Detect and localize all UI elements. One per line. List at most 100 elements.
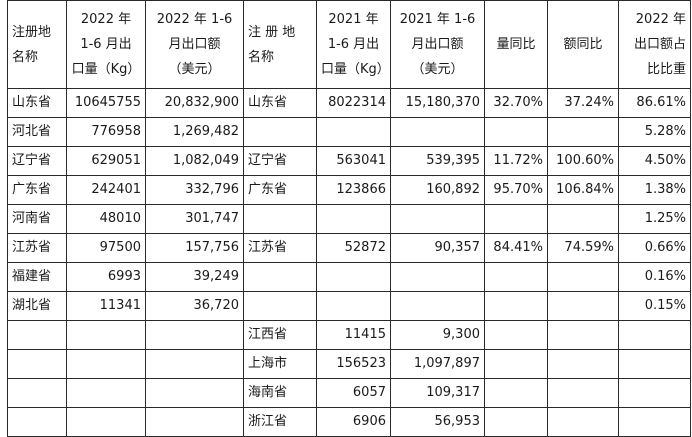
cell-value-yoy — [547, 349, 619, 379]
cell-region-2021: 上海市 — [243, 349, 317, 379]
cell-volume-yoy — [484, 262, 548, 292]
cell-region-2022 — [7, 320, 67, 350]
cell-volume-yoy — [484, 291, 548, 321]
header-line: 口量（Kg） — [71, 62, 141, 77]
cell-value-yoy — [547, 378, 619, 408]
cell-share-2022: 0.66% — [618, 233, 691, 263]
cell-share-2022: 1.25% — [618, 204, 691, 234]
header-line: 2022 年 — [80, 12, 132, 27]
table-body: 山东省 10645755 20,832,900 山东省 8022314 15,180,37… — [7, 88, 691, 437]
cell-share-2022 — [618, 407, 691, 437]
header-line: 量同比 — [496, 37, 536, 52]
cell-volume-2022: 11341 — [66, 291, 146, 321]
header-line: 1-6 月出 — [327, 37, 380, 52]
cell-volume-2021: 6057 — [316, 378, 391, 408]
cell-volume-2022 — [66, 320, 146, 350]
cell-region-2022: 湖北省 — [7, 291, 67, 321]
cell-region-2022 — [7, 378, 67, 408]
cell-region-2021: 山东省 — [243, 88, 317, 118]
cell-region-2022 — [7, 349, 67, 379]
header-cell-share-2022: 2022 年 出口额占 比比重 — [618, 0, 691, 89]
cell-volume-2021: 52872 — [316, 233, 391, 263]
header-line: 名称 — [12, 49, 39, 65]
cell-volume-2022 — [66, 349, 146, 379]
cell-value-2021: 109,317 — [390, 378, 485, 408]
cell-value-2022: 1,082,049 — [145, 146, 244, 176]
cell-value-2021: 1,097,897 — [390, 349, 485, 379]
cell-value-yoy — [547, 407, 619, 437]
cell-share-2022 — [618, 378, 691, 408]
cell-share-2022: 86.61% — [618, 88, 691, 118]
cell-volume-yoy: 84.41% — [484, 233, 548, 263]
cell-region-2022: 河北省 — [7, 117, 67, 147]
header-cell-value-2021: 2021 年 1-6 月出口额 （美元） — [390, 0, 485, 89]
header-row: 注册地 名称 2022 年 1-6 月出 口量（Kg） 2022 年 1-6 月… — [7, 0, 691, 89]
header-cell-region-2022: 注册地 名称 — [7, 0, 67, 89]
cell-volume-2022: 10645755 — [66, 88, 146, 118]
header-line: 2022 年 — [635, 12, 686, 27]
cell-volume-yoy — [484, 320, 548, 350]
table-row: 江苏省 97500 157,756 江苏省 52872 90,357 84.41% 74.59… — [7, 233, 691, 263]
cell-value-yoy: 74.59% — [547, 233, 619, 263]
cell-value-yoy — [547, 262, 619, 292]
cell-region-2021 — [243, 117, 317, 147]
cell-region-2022: 辽宁省 — [7, 146, 67, 176]
cell-value-2022: 157,756 — [145, 233, 244, 263]
cell-region-2022: 河南省 — [7, 204, 67, 234]
header-line: （美元） — [411, 62, 464, 77]
cell-volume-2021: 156523 — [316, 349, 391, 379]
cell-region-2021: 江西省 — [243, 320, 317, 350]
cell-region-2022: 山东省 — [7, 88, 67, 118]
cell-value-2022: 36,720 — [145, 291, 244, 321]
cell-region-2021: 广东省 — [243, 175, 317, 205]
cell-value-2022: 301,747 — [145, 204, 244, 234]
cell-volume-yoy — [484, 349, 548, 379]
cell-value-2022 — [145, 349, 244, 379]
header-line: 口量（Kg） — [321, 62, 390, 77]
header-line: 注 册 地 — [248, 24, 296, 40]
cell-region-2021 — [243, 291, 317, 321]
header-line: 2022 年 1-6 — [156, 12, 233, 27]
cell-value-2022: 20,832,900 — [145, 88, 244, 118]
cell-volume-2021 — [316, 291, 391, 321]
header-line: 比比重 — [646, 62, 686, 77]
cell-volume-2021 — [316, 204, 391, 234]
cell-region-2021 — [243, 204, 317, 234]
cell-region-2022: 广东省 — [7, 175, 67, 205]
cell-value-2022: 332,796 — [145, 175, 244, 205]
cell-value-2021: 539,395 — [390, 146, 485, 176]
cell-region-2021: 江苏省 — [243, 233, 317, 263]
cell-value-yoy — [547, 204, 619, 234]
cell-region-2022 — [7, 407, 67, 437]
cell-volume-yoy: 32.70% — [484, 88, 548, 118]
header-line: 月出口额 — [411, 37, 464, 52]
table-row: 上海市 156523 1,097,897 — [7, 349, 691, 379]
cell-value-yoy: 100.60% — [547, 146, 619, 176]
cell-volume-2021: 6906 — [316, 407, 391, 437]
cell-volume-yoy — [484, 407, 548, 437]
cell-share-2022 — [618, 320, 691, 350]
cell-value-yoy — [547, 320, 619, 350]
export-data-table: 注册地 名称 2022 年 1-6 月出 口量（Kg） 2022 年 1-6 月… — [7, 0, 691, 437]
header-line: 注册地 — [12, 24, 52, 40]
cell-value-2021: 56,953 — [390, 407, 485, 437]
cell-volume-2021 — [316, 117, 391, 147]
cell-volume-yoy: 95.70% — [484, 175, 548, 205]
cell-value-2022: 39,249 — [145, 262, 244, 292]
cell-region-2021: 浙江省 — [243, 407, 317, 437]
table-row: 江西省 11415 9,300 — [7, 320, 691, 350]
cell-volume-2022: 242401 — [66, 175, 146, 205]
header-cell-volume-2022: 2022 年 1-6 月出 口量（Kg） — [66, 0, 146, 89]
table-row: 海南省 6057 109,317 — [7, 378, 691, 408]
cell-region-2021 — [243, 262, 317, 292]
cell-volume-yoy — [484, 117, 548, 147]
header-line: 出口额占 — [633, 37, 686, 52]
cell-share-2022: 5.28% — [618, 117, 691, 147]
header-cell-volume-yoy: 量同比 — [484, 0, 548, 89]
cell-volume-2022 — [66, 407, 146, 437]
header-cell-region-2021: 注 册 地 名称 — [243, 0, 317, 89]
header-line: 2021 年 1-6 — [399, 12, 476, 27]
cell-value-2022: 1,269,482 — [145, 117, 244, 147]
cell-volume-2021: 563041 — [316, 146, 391, 176]
header-line: 月出口额 — [168, 37, 221, 52]
